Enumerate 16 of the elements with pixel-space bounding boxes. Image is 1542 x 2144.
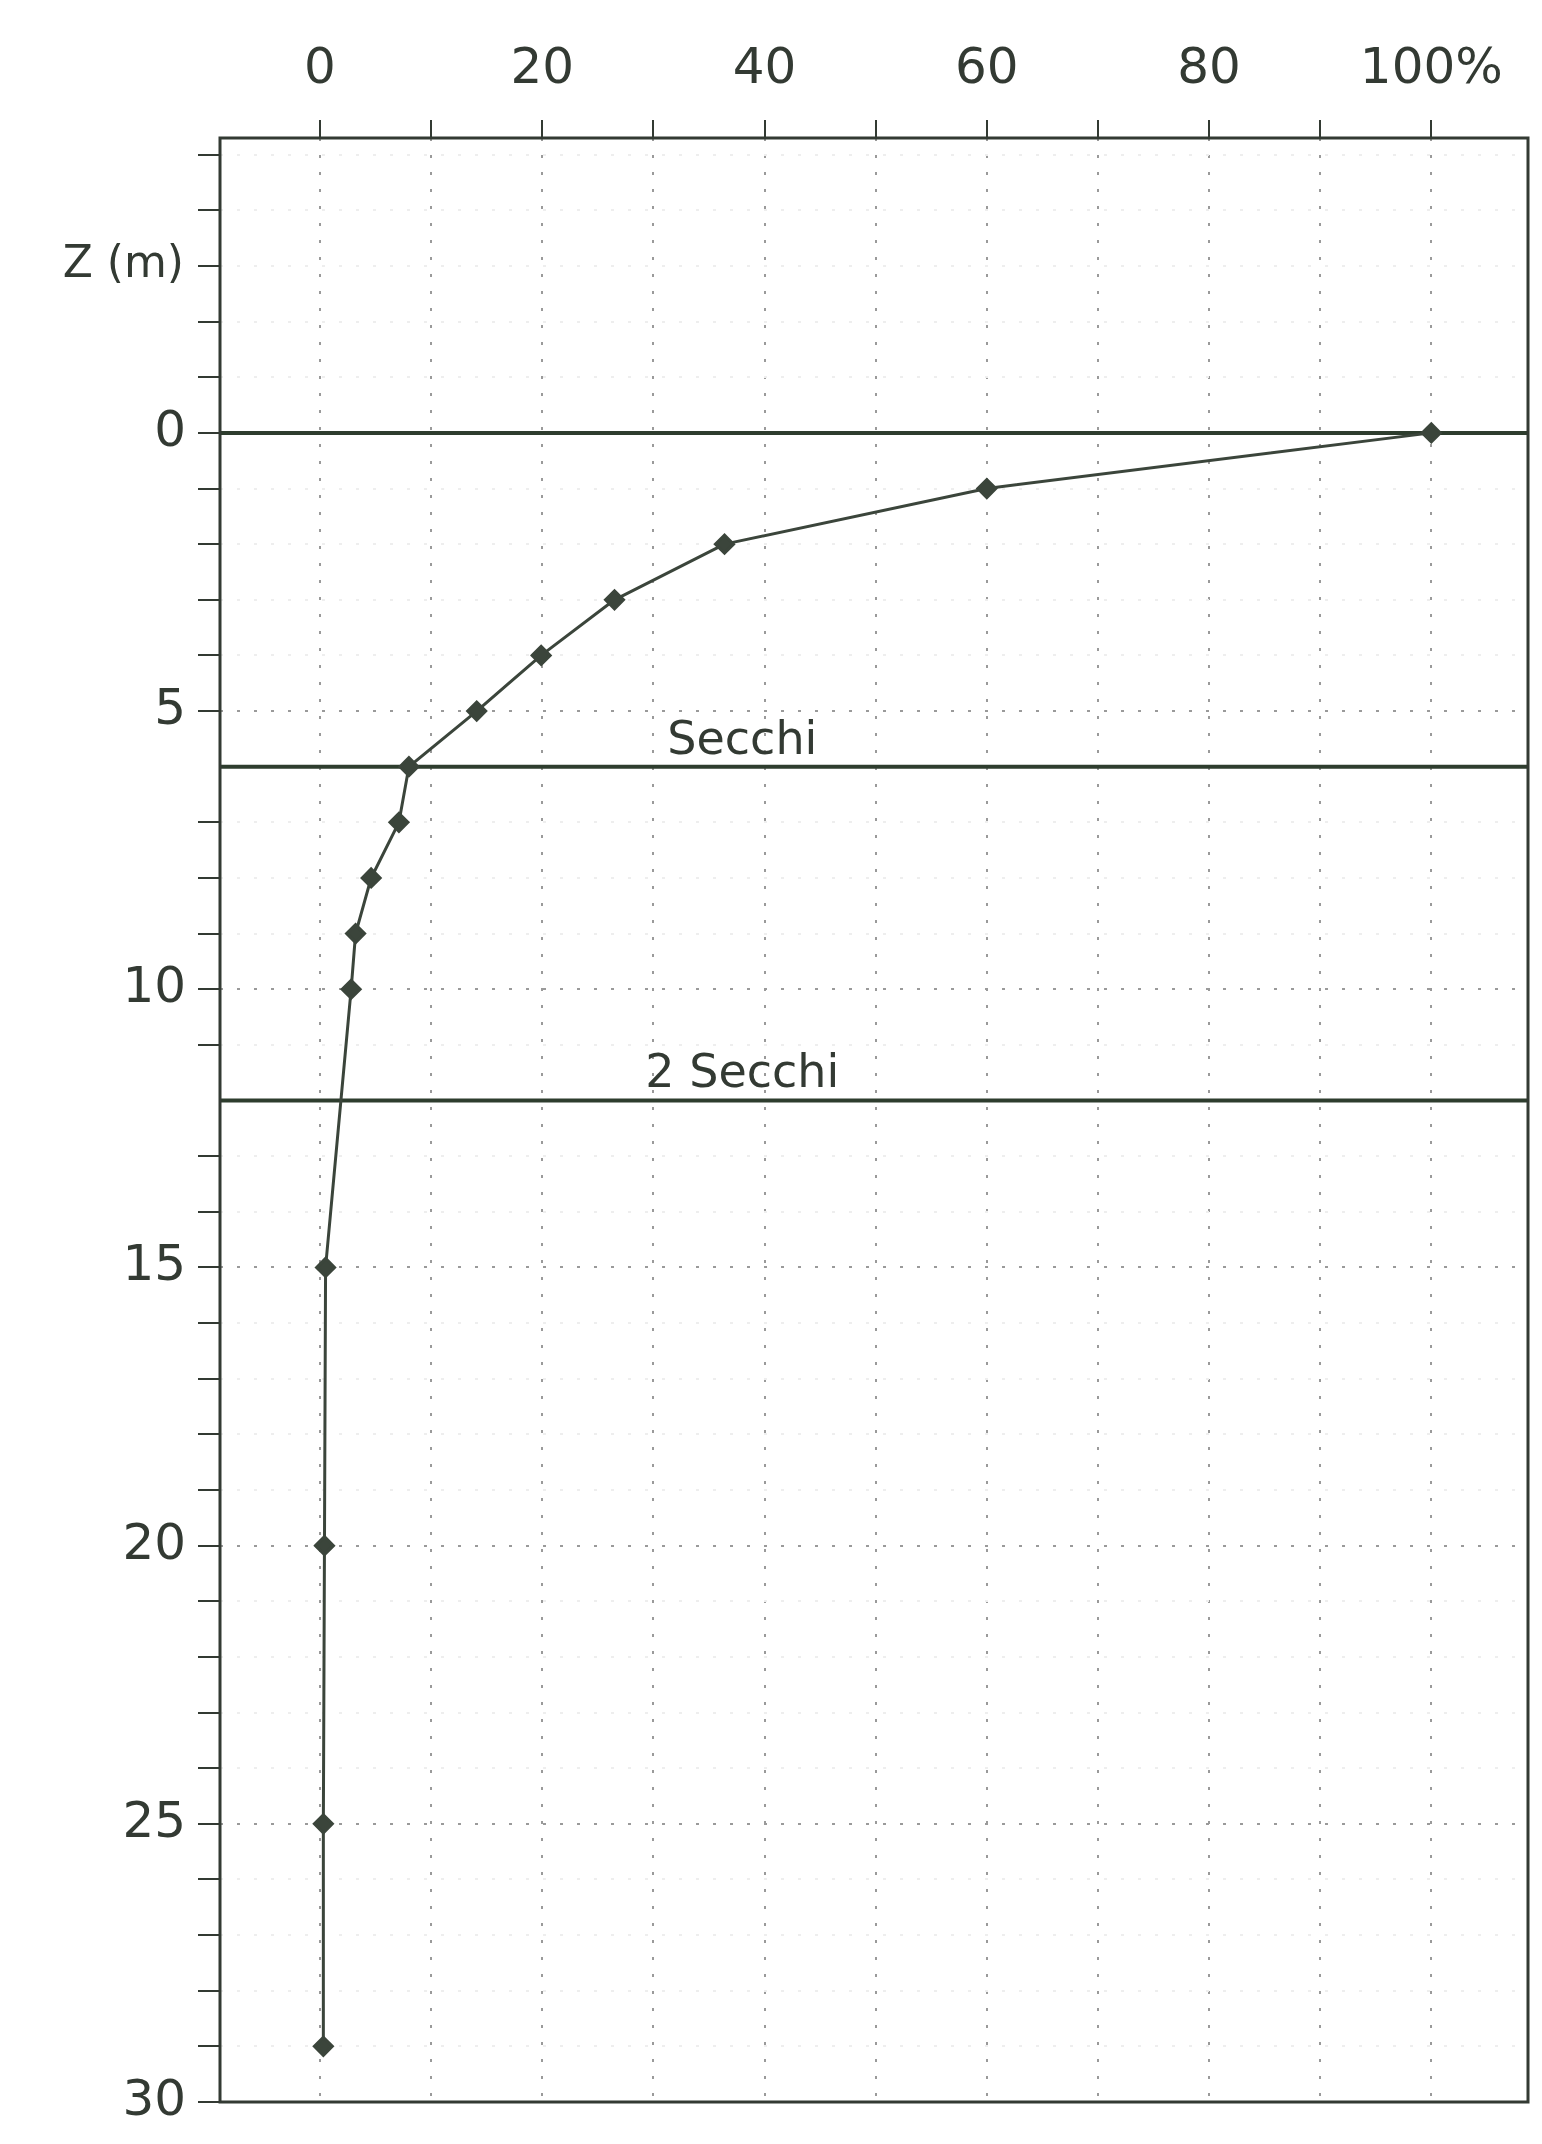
y-tick-label: 15 <box>122 1234 186 1293</box>
y-axis-title: Z (m) <box>62 236 184 288</box>
y-tick-label: 10 <box>122 956 186 1015</box>
x-tick-label: 80 <box>1177 36 1241 95</box>
y-tick-label: 25 <box>122 1790 186 1849</box>
x-tick-label: 100% <box>1359 36 1503 95</box>
y-tick-label: 20 <box>122 1512 186 1571</box>
y-tick-label: 5 <box>154 678 186 737</box>
x-tick-label: 40 <box>732 36 797 95</box>
ref-line-label: 2 Secchi <box>645 1044 840 1099</box>
x-tick-label: 20 <box>510 36 575 95</box>
x-tick-label: 0 <box>304 36 336 95</box>
x-tick-label: 60 <box>954 36 1019 95</box>
y-tick-label: 30 <box>122 2068 186 2127</box>
ref-line-label: Secchi <box>667 710 818 765</box>
y-tick-label: 0 <box>154 399 186 458</box>
